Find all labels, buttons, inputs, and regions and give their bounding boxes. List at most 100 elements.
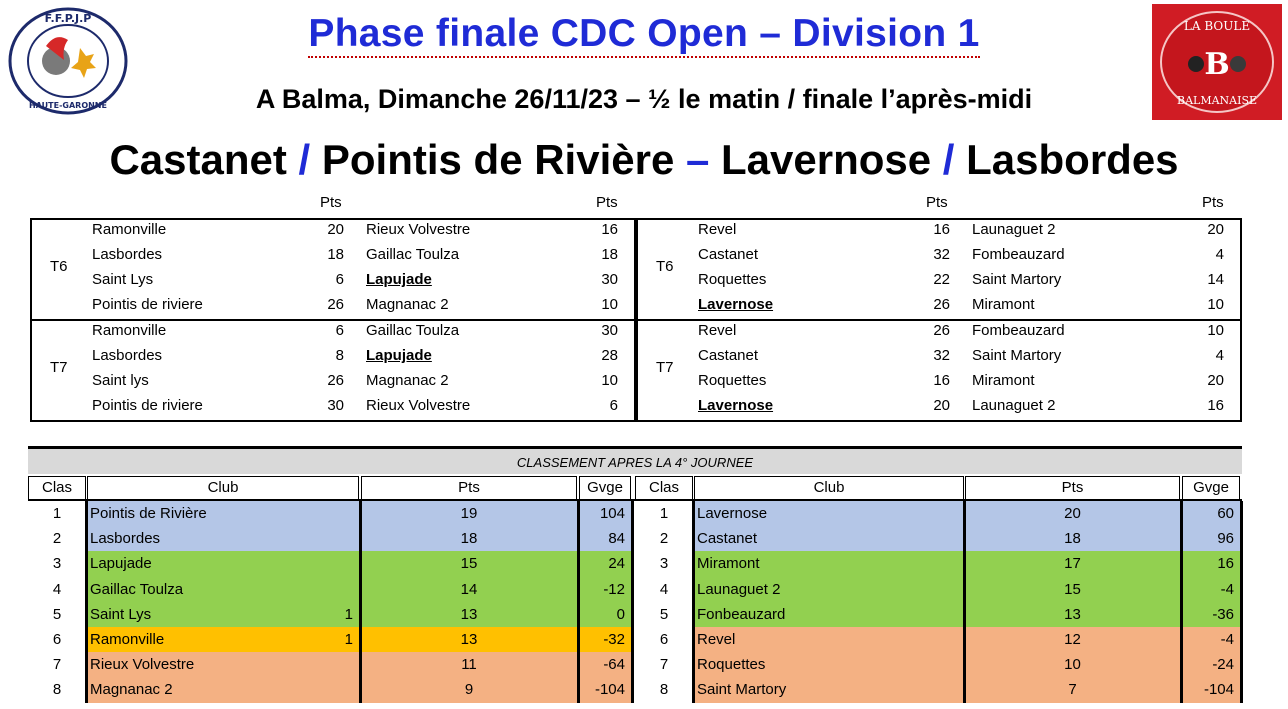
column-divider (1180, 501, 1183, 703)
rank-cell: 3 (659, 555, 669, 573)
away-team: Magnanac 2 (366, 296, 449, 313)
round-label: T7 (656, 359, 674, 376)
club-cell: Fonbeauzard (694, 601, 964, 627)
away-team: Miramont (972, 372, 1035, 389)
home-points: 26 (327, 296, 344, 313)
goal-average-cell: -36 (1182, 601, 1240, 627)
home-points: 32 (933, 246, 950, 263)
matchup-team-2: Pointis de Rivière (321, 136, 675, 183)
rank-cell: 6 (52, 631, 62, 648)
rank-cell: 8 (52, 681, 62, 699)
home-team: Castanet (698, 246, 759, 263)
rank-cell: 8 (659, 681, 669, 699)
club-cell: Ramonville 1 (87, 627, 359, 653)
matchup-separator-2: – (685, 136, 710, 183)
rank-cell: 1 (659, 505, 669, 522)
away-points: 10 (1207, 296, 1224, 313)
rank-cell: 7 (52, 656, 62, 674)
matchup-team-1: Castanet (109, 136, 287, 183)
club-name: Castanet (697, 530, 758, 548)
away-points: 16 (1207, 397, 1224, 414)
home-team: Roquettes (698, 372, 767, 389)
away-points: 14 (1207, 271, 1224, 288)
round-label: T6 (50, 258, 68, 275)
points-cell: 14 (361, 576, 577, 602)
logo-right-b-letter: B (1204, 47, 1229, 82)
points-cell: 18 (965, 526, 1180, 552)
goal-average-cell: -64 (579, 652, 631, 678)
club-name: Pointis de Rivière (90, 505, 207, 522)
rank-cell: 4 (52, 580, 62, 598)
goal-average-cell: -104 (579, 677, 631, 703)
standings-title: CLASSEMENT APRES LA 4° JOURNEE (28, 446, 1242, 474)
rank-cell: 2 (659, 530, 669, 548)
home-team: Saint Lys (92, 271, 154, 288)
away-points: 30 (601, 271, 618, 288)
away-points: 20 (1207, 221, 1224, 238)
goal-average-cell: -32 (579, 627, 631, 653)
matchup-team-4: Lasbordes (966, 136, 1179, 183)
home-team: Lavernose (698, 397, 774, 414)
away-points: 28 (601, 347, 618, 364)
away-points: 30 (601, 322, 618, 339)
rank-cell: 7 (659, 656, 669, 674)
club-name: Fonbeauzard (697, 605, 786, 623)
home-team: Lavernose (698, 296, 774, 313)
away-team: Gaillac Toulza (366, 322, 460, 339)
logo-right-top-text: LA BOULE (1184, 19, 1250, 33)
points-cell: 18 (361, 526, 577, 552)
column-header-pts: Pts (361, 476, 577, 500)
points-cell: 15 (361, 551, 577, 577)
club-name: Saint Martory (697, 681, 787, 699)
club-cell: Castanet (694, 526, 964, 552)
home-team: Revel (698, 221, 737, 238)
column-header-club: Club (87, 476, 359, 500)
home-points: 26 (933, 322, 950, 339)
points-cell: 13 (965, 601, 1180, 627)
away-points: 18 (601, 246, 618, 263)
away-points: 4 (1215, 347, 1224, 364)
column-divider (85, 501, 88, 703)
away-team: Miramont (972, 296, 1035, 313)
home-team: Pointis de riviere (92, 397, 203, 414)
points-cell: 19 (361, 501, 577, 527)
away-points: 4 (1215, 246, 1224, 263)
logo-left-bottom-text: HAUTE-GARONNE (29, 101, 107, 110)
points-cell: 11 (361, 652, 577, 678)
home-team: Saint lys (92, 372, 149, 389)
column-divider (631, 501, 634, 703)
away-team: Launaguet 2 (972, 221, 1056, 238)
page-title-text: Phase finale CDC Open – Division 1 (308, 12, 980, 58)
club-cell: Revel (694, 627, 964, 653)
goal-average-cell: 96 (1182, 526, 1240, 552)
away-points: 10 (601, 296, 618, 313)
points-cell: 13 (361, 601, 577, 627)
goal-average-cell: -104 (1182, 677, 1240, 703)
round-label: T6 (656, 258, 674, 275)
column-header-gvge: Gvge (1182, 476, 1240, 500)
home-team: Lasbordes (92, 347, 163, 364)
club-cell: Lasbordes (87, 526, 359, 552)
club-cell: Lapujade (87, 551, 359, 577)
column-divider (1240, 501, 1243, 703)
home-points: 26 (933, 296, 950, 313)
ffpjp-logo: F.F.P.J.P HAUTE-GARONNE (8, 7, 128, 115)
away-team: Fombeauzard (972, 246, 1065, 263)
club-name: Lapujade (90, 555, 152, 573)
away-points: 20 (1207, 372, 1224, 389)
home-team: Lasbordes (92, 246, 163, 263)
final-matchup: Castanet / Pointis de Rivière – Lavernos… (0, 136, 1288, 184)
goal-average-cell: -12 (579, 576, 631, 602)
column-header-gvge: Gvge (579, 476, 631, 500)
points-cell: 13 (361, 627, 577, 653)
home-points: 20 (327, 221, 344, 238)
away-team: Rieux Volvestre (366, 221, 471, 238)
home-points: 32 (933, 347, 950, 364)
goal-average-cell: 104 (579, 501, 631, 527)
club-cell: Roquettes (694, 652, 964, 678)
points-cell: 10 (965, 652, 1180, 678)
away-team: Lapujade (366, 271, 432, 288)
club-note: 1 (344, 631, 353, 648)
club-name: Saint Lys (90, 605, 152, 623)
club-cell: Saint Martory (694, 677, 964, 703)
